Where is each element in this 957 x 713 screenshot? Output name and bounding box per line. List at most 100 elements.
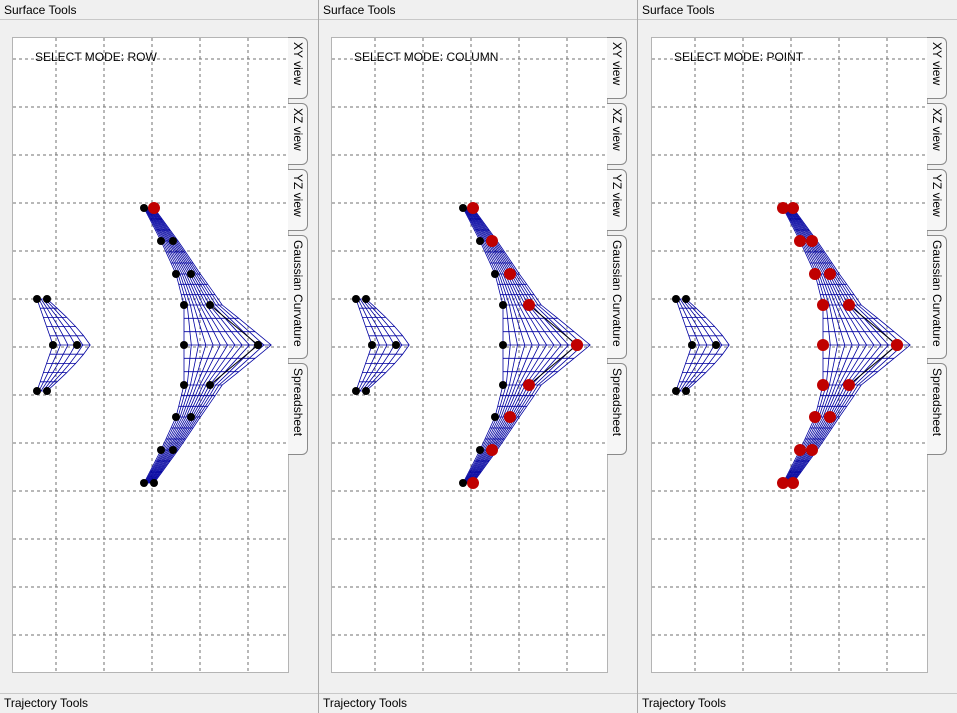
control-point [206, 301, 214, 309]
tab-spreadsheet[interactable]: Spreadsheet [927, 363, 947, 455]
tab-xz-view[interactable]: XZ view [288, 103, 308, 165]
control-point [672, 387, 680, 395]
tab-gaussian-curvature[interactable]: Gaussian Curvature [927, 235, 947, 359]
control-point [362, 387, 370, 395]
selected-control-point [787, 477, 799, 489]
select-mode-label: SELECT MODE: POINT [674, 50, 804, 64]
selected-control-point [794, 235, 806, 247]
control-point [499, 341, 507, 349]
tab-yz-view[interactable]: YZ view [607, 169, 627, 231]
control-point [206, 381, 214, 389]
surface-mesh-small [675, 298, 730, 392]
control-point [187, 270, 195, 278]
control-point [476, 237, 484, 245]
control-point [180, 341, 188, 349]
surface-mesh-small [36, 298, 91, 392]
tab-xz-view[interactable]: XZ view [607, 103, 627, 165]
view-tabs: XY view XZ view YZ view Gaussian Curvatu… [288, 37, 310, 657]
tab-yz-view[interactable]: YZ view [288, 169, 308, 231]
surface-plot[interactable] [13, 38, 289, 673]
tab-xy-view[interactable]: XY view [607, 37, 627, 99]
control-point [254, 341, 262, 349]
selected-control-point [504, 268, 516, 280]
selected-control-point [571, 339, 583, 351]
control-point [187, 413, 195, 421]
control-point [352, 387, 360, 395]
view-tabs: XY view XZ view YZ view Gaussian Curvatu… [607, 37, 629, 657]
control-point [150, 479, 158, 487]
selected-control-point [777, 477, 789, 489]
surface-tools-bar[interactable]: Surface Tools [0, 1, 318, 20]
surface-tools-bar[interactable]: Surface Tools [638, 1, 957, 20]
selected-control-point [467, 202, 479, 214]
selected-control-point [843, 299, 855, 311]
trajectory-tools-bar[interactable]: Trajectory Tools [0, 693, 318, 712]
grid [332, 38, 607, 672]
tab-xy-view[interactable]: XY view [288, 37, 308, 99]
control-point [682, 387, 690, 395]
selected-control-point [817, 379, 829, 391]
control-point [180, 301, 188, 309]
control-point [688, 341, 696, 349]
viewport-canvas[interactable]: SELECT MODE: POINT [651, 37, 928, 673]
control-point [491, 413, 499, 421]
control-point [362, 295, 370, 303]
selected-control-point [523, 299, 535, 311]
control-point [491, 270, 499, 278]
selected-control-point [809, 268, 821, 280]
selected-control-point [486, 235, 498, 247]
view-tabs: XY view XZ view YZ view Gaussian Curvatu… [927, 37, 949, 657]
trajectory-tools-bar[interactable]: Trajectory Tools [638, 693, 957, 712]
selected-control-point [148, 202, 160, 214]
control-point [672, 295, 680, 303]
tab-xz-view[interactable]: XZ view [927, 103, 947, 165]
selected-control-point [806, 444, 818, 456]
tab-gaussian-curvature[interactable]: Gaussian Curvature [607, 235, 627, 359]
panel-separator[interactable] [318, 0, 319, 713]
control-point [352, 295, 360, 303]
panel-column: Surface Tools SELECT MODE: COLUMN XY vie… [319, 0, 637, 713]
control-point [49, 341, 57, 349]
surface-mesh [462, 207, 591, 484]
selected-control-point [843, 379, 855, 391]
control-point [172, 413, 180, 421]
tab-spreadsheet[interactable]: Spreadsheet [288, 363, 308, 455]
control-point [499, 381, 507, 389]
control-point [157, 237, 165, 245]
control-point [157, 446, 165, 454]
surface-mesh-small [355, 298, 410, 392]
control-point [140, 204, 148, 212]
selected-control-point [824, 268, 836, 280]
tab-yz-view[interactable]: YZ view [927, 169, 947, 231]
surface-plot[interactable] [652, 38, 928, 673]
control-point [169, 237, 177, 245]
selected-control-point [794, 444, 806, 456]
control-point [368, 341, 376, 349]
surface-tools-bar[interactable]: Surface Tools [319, 1, 637, 20]
control-point [43, 295, 51, 303]
viewport-canvas[interactable]: SELECT MODE: COLUMN [331, 37, 608, 673]
control-point [140, 479, 148, 487]
control-point [682, 295, 690, 303]
panel-separator[interactable] [637, 0, 638, 713]
surface-mesh [143, 207, 272, 484]
viewport-canvas[interactable]: SELECT MODE: ROW [12, 37, 289, 673]
tab-gaussian-curvature[interactable]: Gaussian Curvature [288, 235, 308, 359]
control-point [392, 341, 400, 349]
control-point [169, 446, 177, 454]
tab-xy-view[interactable]: XY view [927, 37, 947, 99]
surface-plot[interactable] [332, 38, 608, 673]
selected-control-point [824, 411, 836, 423]
panel-point: Surface Tools SELECT MODE: POINT XY view… [638, 0, 957, 713]
control-point [180, 381, 188, 389]
control-point [499, 301, 507, 309]
tab-spreadsheet[interactable]: Spreadsheet [607, 363, 627, 455]
selected-control-point [817, 339, 829, 351]
control-point [33, 387, 41, 395]
selected-control-point [817, 299, 829, 311]
selected-control-point [806, 235, 818, 247]
trajectory-tools-bar[interactable]: Trajectory Tools [319, 693, 637, 712]
control-point [172, 270, 180, 278]
selected-control-point [504, 411, 516, 423]
selected-control-point [787, 202, 799, 214]
